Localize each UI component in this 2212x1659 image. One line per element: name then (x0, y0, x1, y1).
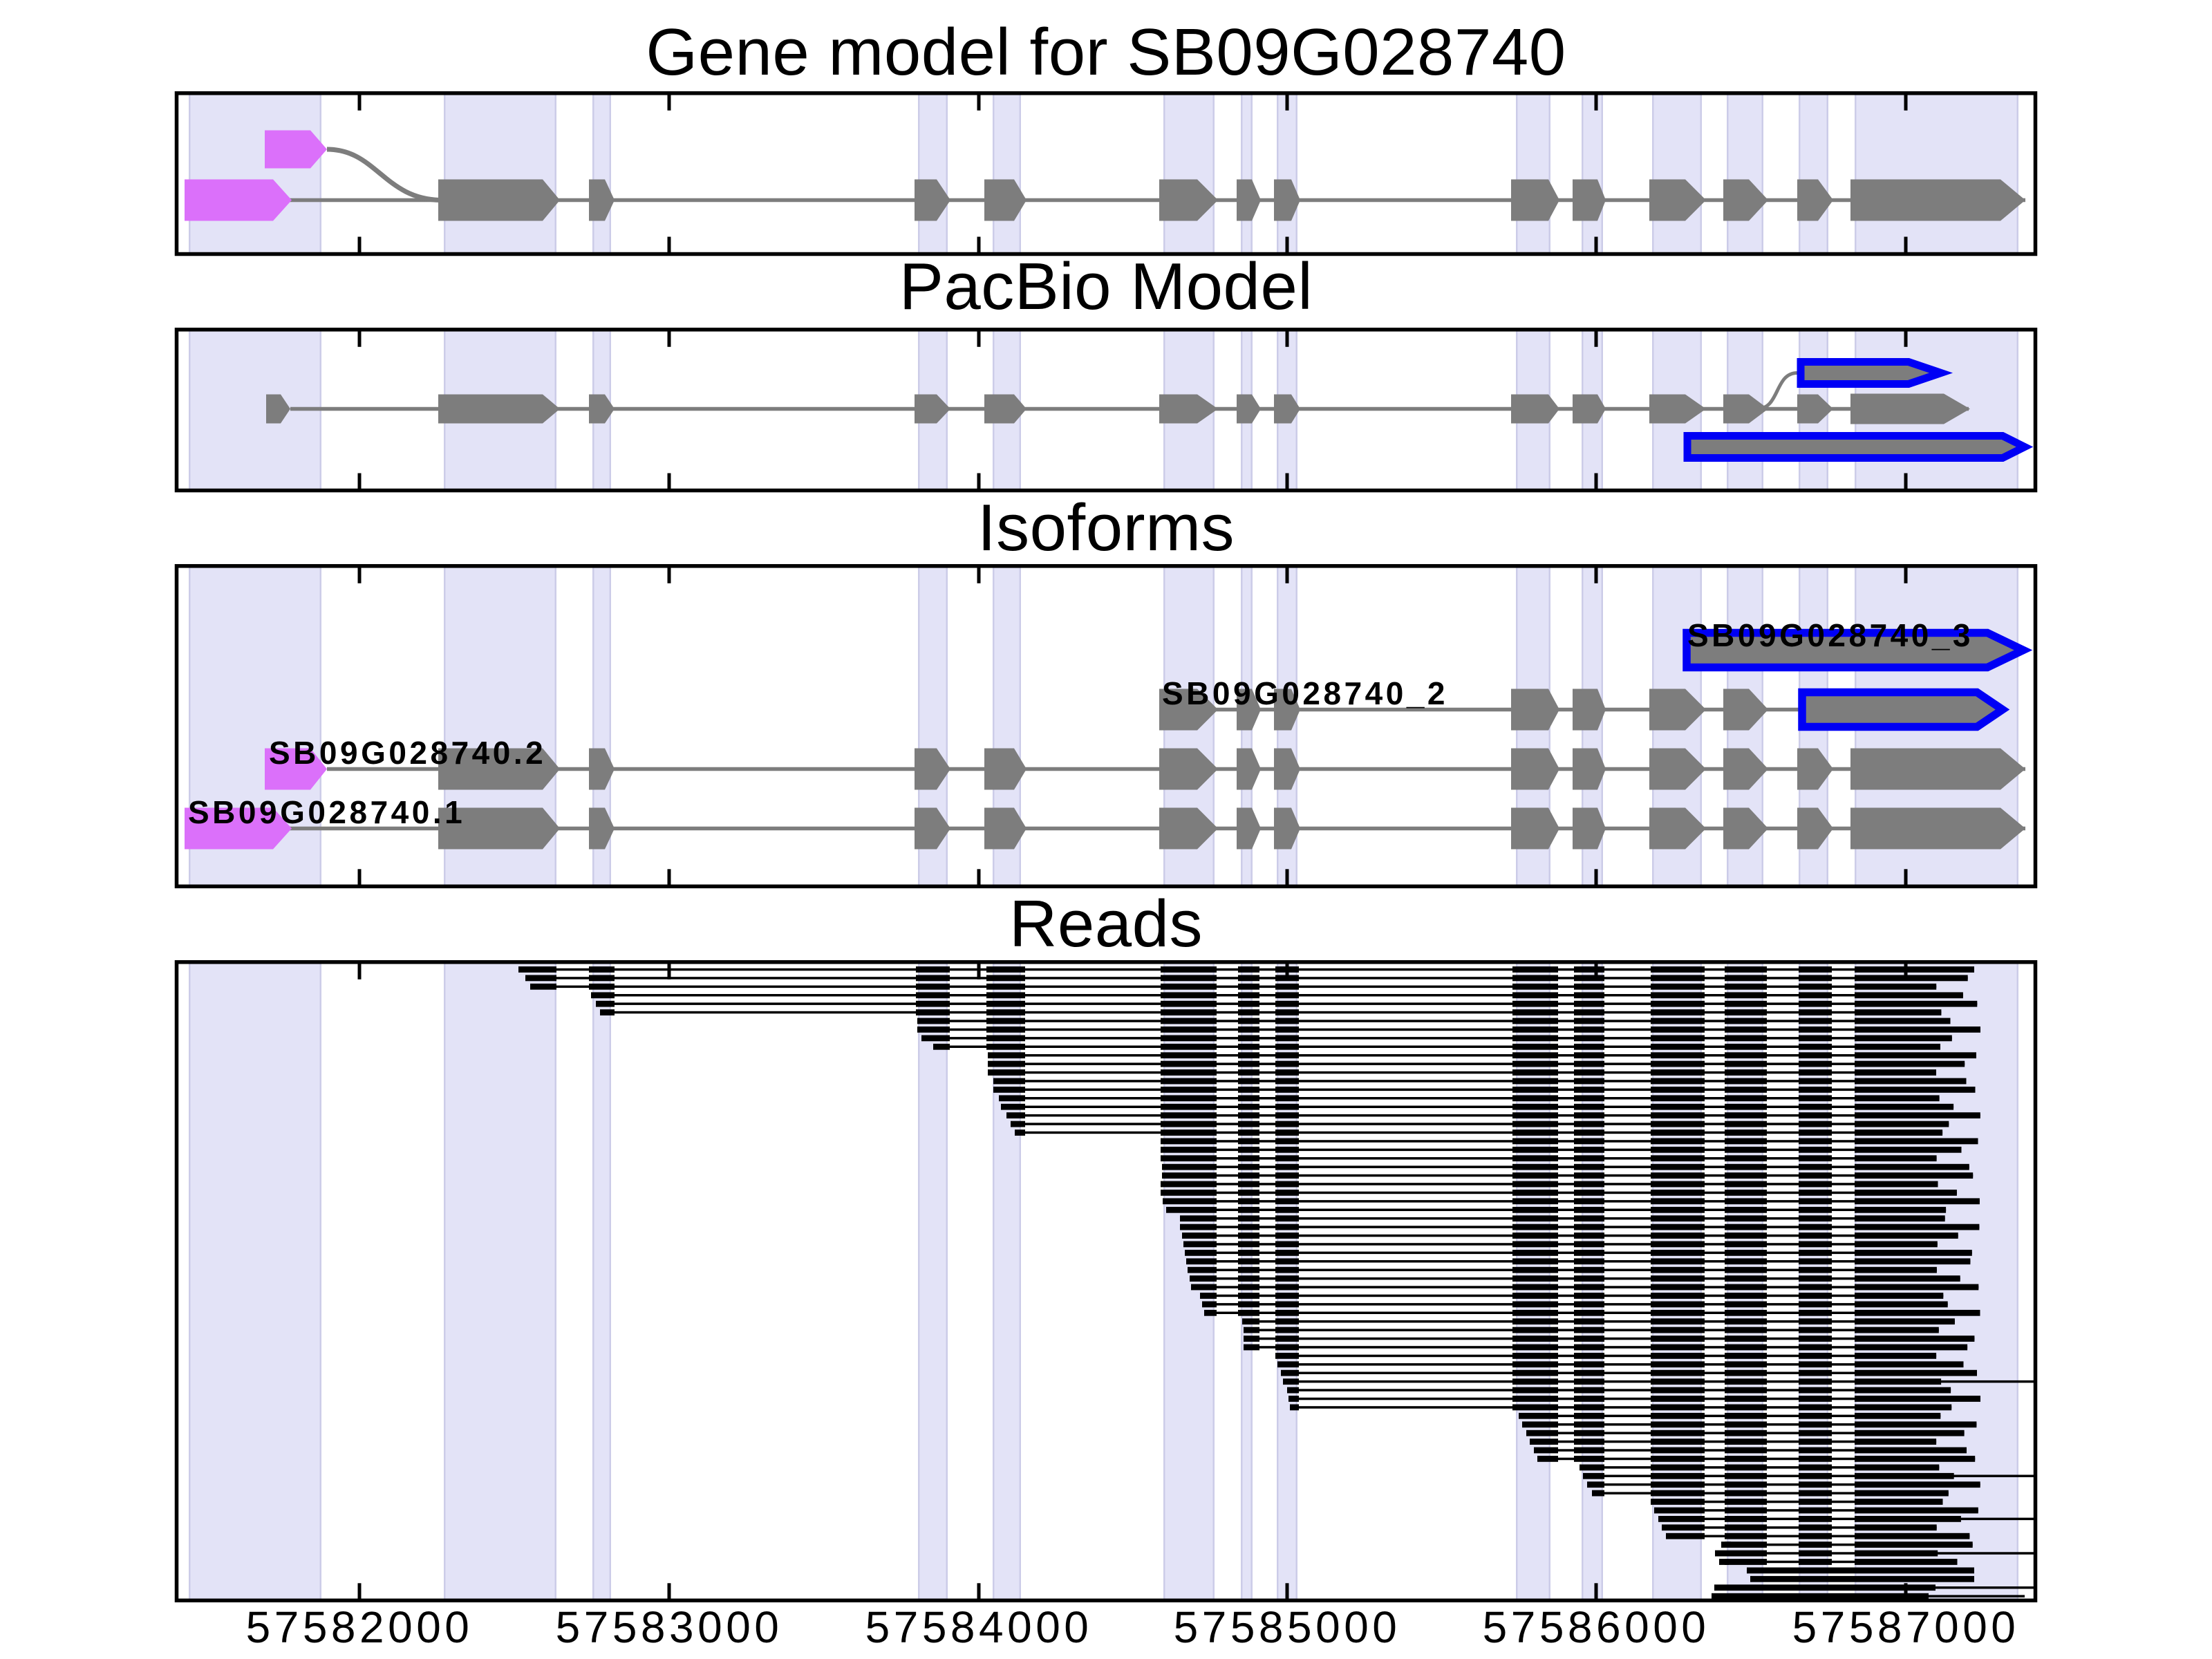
svg-text:57582000: 57582000 (246, 1602, 474, 1652)
svg-text:57583000: 57583000 (556, 1602, 783, 1652)
svg-text:Isoforms: Isoforms (977, 491, 1235, 565)
svg-text:SB09G028740.2: SB09G028740.2 (269, 735, 546, 771)
svg-text:SB09G028740_2: SB09G028740_2 (1162, 675, 1448, 711)
svg-text:SB09G028740_3: SB09G028740_3 (1687, 617, 1974, 653)
svg-text:SB09G028740.1: SB09G028740.1 (188, 794, 465, 830)
svg-text:57585000: 57585000 (1174, 1602, 1401, 1652)
svg-text:Reads: Reads (1009, 887, 1203, 961)
svg-text:PacBio Model: PacBio Model (899, 250, 1313, 324)
svg-text:57587000: 57587000 (1792, 1602, 2020, 1652)
svg-text:57584000: 57584000 (865, 1602, 1093, 1652)
svg-text:57586000: 57586000 (1483, 1602, 1710, 1652)
svg-text:Gene model for SB09G028740: Gene model for SB09G028740 (646, 15, 1566, 89)
